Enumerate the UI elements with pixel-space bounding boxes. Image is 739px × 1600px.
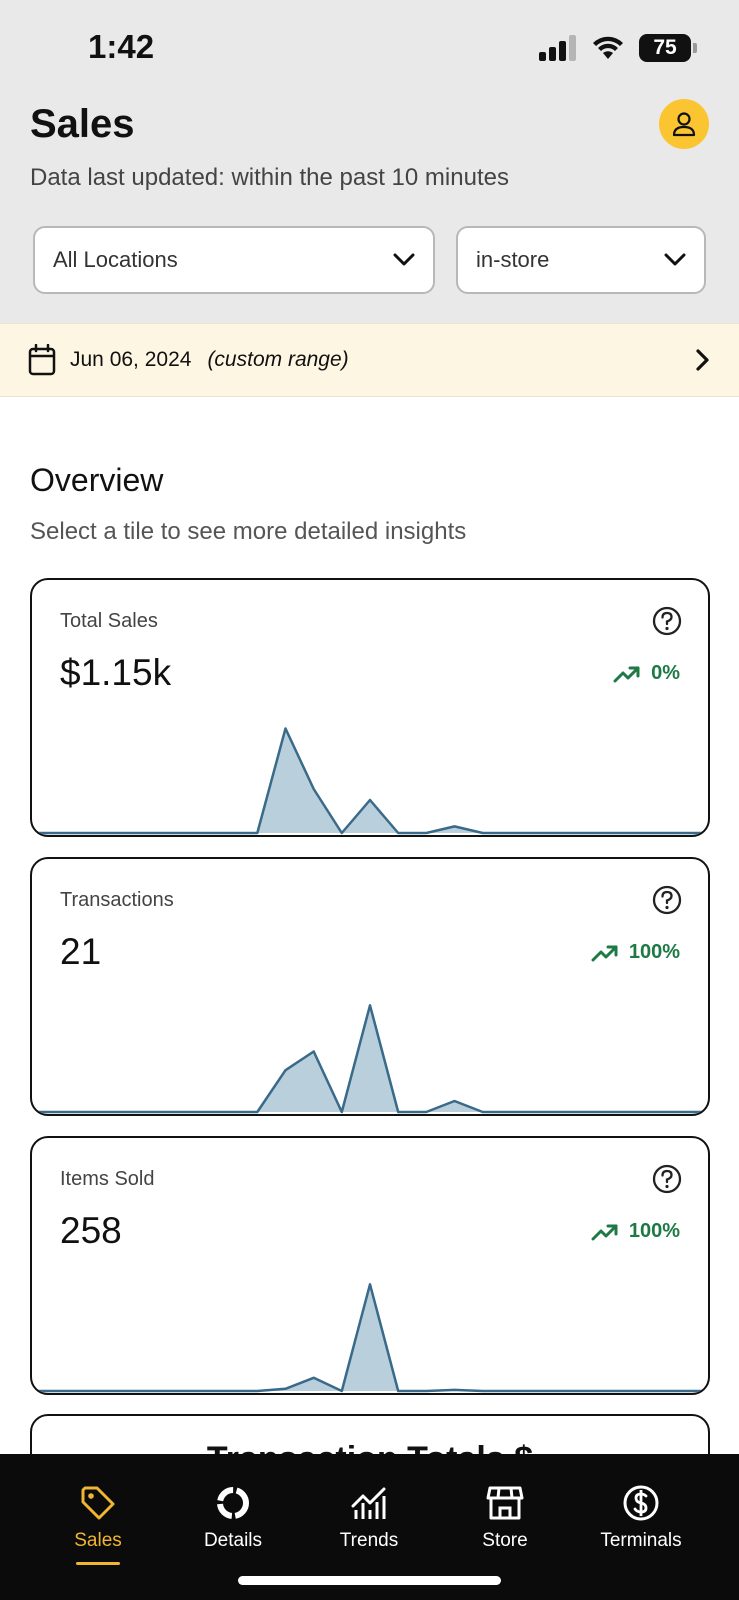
status-icons: 75 bbox=[539, 34, 697, 62]
selected-date: Jun 06, 2024 bbox=[70, 348, 192, 371]
transactions-tile[interactable]: Transactions 21 100% bbox=[30, 857, 710, 1116]
trend-indicator: 100% bbox=[591, 941, 680, 964]
range-note: (custom range) bbox=[207, 348, 349, 371]
date-range-selector[interactable]: Jun 06, 2024 (custom range) bbox=[0, 323, 739, 397]
tile-value: 258 bbox=[60, 1210, 122, 1251]
bottom-tab-bar: Sales Details Trends Store bbox=[0, 1454, 739, 1600]
home-indicator bbox=[238, 1576, 501, 1585]
sparkline-area bbox=[32, 1284, 708, 1391]
profile-avatar-button[interactable] bbox=[659, 99, 709, 149]
items-sold-tile[interactable]: Items Sold 258 100% bbox=[30, 1136, 710, 1395]
location-select[interactable]: All Locations bbox=[33, 226, 435, 294]
trend-percent: 0% bbox=[651, 662, 680, 684]
tab-trends[interactable]: Trends bbox=[309, 1484, 429, 1552]
status-bar: 1:42 75 bbox=[0, 0, 739, 96]
items-sold-sparkline bbox=[32, 1283, 708, 1393]
tab-label: Store bbox=[482, 1530, 528, 1551]
tab-terminals[interactable]: Terminals bbox=[581, 1484, 701, 1552]
trend-percent: 100% bbox=[628, 941, 680, 963]
trend-indicator: 100% bbox=[591, 1220, 680, 1243]
sparkline-area bbox=[32, 1005, 708, 1112]
tab-label: Sales bbox=[74, 1530, 122, 1551]
location-select-value: All Locations bbox=[53, 247, 178, 272]
sparkline-area bbox=[32, 728, 708, 833]
sparkline-line bbox=[32, 1283, 708, 1393]
wifi-icon bbox=[593, 36, 623, 59]
trend-percent: 100% bbox=[628, 1220, 680, 1242]
trending-up-icon bbox=[591, 1224, 618, 1240]
chevron-down-icon bbox=[664, 253, 686, 266]
tab-label: Details bbox=[203, 1530, 263, 1551]
page-header: Sales Data last updated: within the past… bbox=[0, 96, 739, 324]
page-title: Sales bbox=[30, 102, 135, 146]
tile-label: Total Sales bbox=[60, 610, 158, 632]
overview-subtitle: Select a tile to see more detailed insig… bbox=[30, 518, 467, 545]
channel-select[interactable]: in-store bbox=[456, 226, 706, 294]
signal-icon bbox=[539, 35, 576, 61]
tab-sales[interactable]: Sales bbox=[38, 1484, 158, 1565]
trend-indicator: 0% bbox=[613, 662, 680, 685]
tile-label: Items Sold bbox=[60, 1168, 155, 1190]
sparkline-line bbox=[32, 727, 708, 835]
tab-label: Terminals bbox=[600, 1530, 682, 1551]
chevron-down-icon bbox=[393, 253, 415, 266]
battery-indicator: 75 bbox=[639, 34, 697, 62]
donut-chart-icon bbox=[217, 1487, 249, 1519]
calendar-icon bbox=[28, 344, 56, 376]
tile-value: 21 bbox=[60, 931, 102, 972]
trend-chart-icon bbox=[351, 1487, 386, 1519]
tab-details[interactable]: Details bbox=[173, 1484, 293, 1552]
help-icon[interactable] bbox=[652, 885, 682, 915]
help-icon[interactable] bbox=[652, 606, 682, 636]
tab-label: Trends bbox=[339, 1530, 399, 1551]
channel-select-value: in-store bbox=[476, 247, 550, 272]
storefront-icon bbox=[486, 1486, 524, 1520]
tag-icon bbox=[81, 1486, 115, 1520]
user-icon bbox=[672, 112, 696, 137]
dollar-circle-icon bbox=[623, 1485, 659, 1521]
active-tab-indicator bbox=[76, 1562, 120, 1565]
status-time: 1:42 bbox=[88, 28, 155, 65]
sales-sparkline bbox=[32, 727, 708, 835]
tile-value: $1.15k bbox=[60, 652, 172, 693]
trending-up-icon bbox=[613, 666, 640, 682]
total-sales-tile[interactable]: Total Sales $1.15k 0% bbox=[30, 578, 710, 837]
trending-up-icon bbox=[591, 945, 618, 961]
chevron-right-icon bbox=[696, 349, 709, 371]
last-updated-text: Data last updated: within the past 10 mi… bbox=[30, 164, 509, 191]
overview-title: Overview bbox=[30, 462, 164, 498]
sparkline-line bbox=[32, 1004, 708, 1114]
help-icon[interactable] bbox=[652, 1164, 682, 1194]
transactions-sparkline bbox=[32, 1004, 708, 1114]
tab-store[interactable]: Store bbox=[445, 1484, 565, 1552]
tile-label: Transactions bbox=[60, 889, 174, 911]
